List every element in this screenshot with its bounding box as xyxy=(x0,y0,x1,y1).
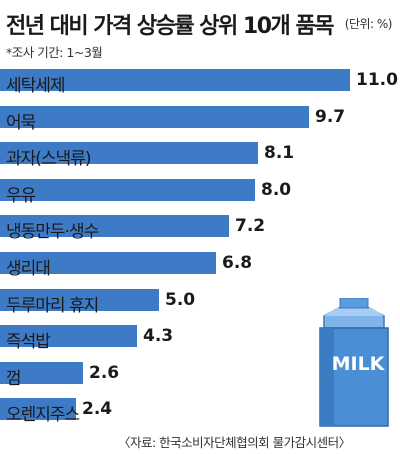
bar-row: 오렌지주스 2.4 xyxy=(0,397,400,431)
value-label: 7.2 xyxy=(235,216,266,237)
bar-row: 과자(스낵류) 8.1 xyxy=(0,141,400,175)
category-label: 냉동만두·생수 xyxy=(6,222,99,243)
bar xyxy=(0,215,229,238)
category-label: 과자(스낵류) xyxy=(6,149,91,170)
category-label: 오렌지주스 xyxy=(6,405,80,426)
value-label: 4.3 xyxy=(143,326,174,347)
bar-row: 어묵 9.7 xyxy=(0,105,400,139)
value-label: 2.6 xyxy=(89,362,120,383)
bar xyxy=(0,252,216,274)
category-label: 즉석밥 xyxy=(6,332,51,353)
source-note: 〈자료: 한국소비자단체협의회 물가감시센터〉 xyxy=(118,435,351,450)
bar xyxy=(0,178,255,201)
bar-row: 두루마리 휴지 5.0 xyxy=(0,288,400,322)
category-label: 우유 xyxy=(6,185,36,206)
category-label: 어묵 xyxy=(6,112,36,133)
bar-row: 즉석밥 4.3 xyxy=(0,324,400,358)
value-label: 2.4 xyxy=(82,399,113,420)
value-label: 9.7 xyxy=(315,106,346,127)
bar xyxy=(0,69,350,91)
value-label: 8.1 xyxy=(264,143,295,164)
bar-row: 세탁세제 11.0 xyxy=(0,68,400,102)
category-label: 생리대 xyxy=(6,259,51,279)
bar-row: 생리대 6.8 xyxy=(0,251,400,285)
category-label: 두루마리 휴지 xyxy=(6,295,99,316)
bar-row: 우유 8.0 xyxy=(0,178,400,212)
milk-carton-icon: MILK xyxy=(319,298,389,427)
value-label: 6.8 xyxy=(222,253,253,273)
chart-title: 전년 대비 가격 상승률 상위 10개 품목 xyxy=(6,14,334,39)
category-label: 껌 xyxy=(6,368,22,389)
unit-label: (단위: %) xyxy=(344,17,393,31)
category-label: 세탁세제 xyxy=(6,76,66,96)
value-label: 11.0 xyxy=(356,70,398,90)
bar xyxy=(0,105,309,128)
value-label: 8.0 xyxy=(261,179,292,200)
bar xyxy=(0,142,258,165)
bar-row: 냉동만두·생수 7.2 xyxy=(0,214,400,248)
value-label: 5.0 xyxy=(165,289,196,310)
bar xyxy=(0,398,76,421)
bar-row: 껌 2.6 xyxy=(0,361,400,395)
bar xyxy=(0,325,137,348)
bar xyxy=(0,361,83,384)
bar xyxy=(0,288,159,311)
survey-period: *조사 기간: 1~3월 xyxy=(6,45,103,60)
milk-carton-label: MILK xyxy=(332,353,386,375)
